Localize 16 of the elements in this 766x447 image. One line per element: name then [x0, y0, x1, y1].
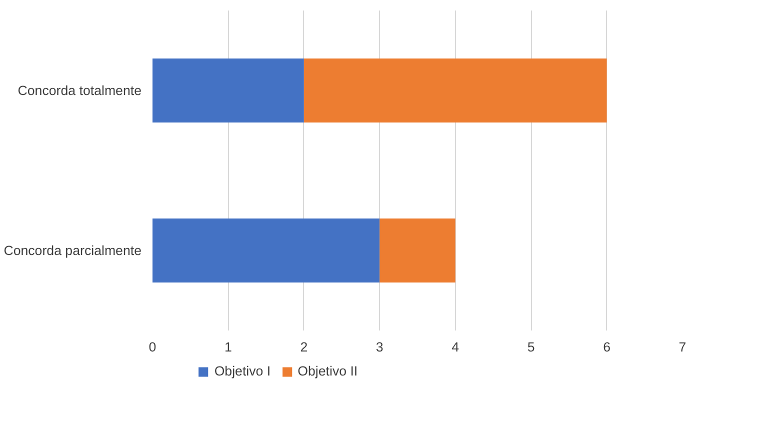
legend-label: Objetivo II: [298, 364, 358, 378]
x-tick-label: 2: [300, 340, 308, 354]
y-tick-label: Concorda totalmente: [18, 83, 142, 98]
legend-label: Objetivo I: [214, 364, 271, 378]
x-tick-label: 7: [678, 340, 686, 354]
x-tick-label: 3: [376, 340, 384, 354]
bar: [380, 218, 456, 282]
bar: [152, 218, 380, 282]
y-tick-label: Concorda parcialmente: [4, 243, 142, 258]
x-tick-label: 0: [148, 340, 156, 354]
x-tick-label: 4: [452, 340, 460, 354]
bar: [152, 58, 304, 122]
bar: [304, 58, 607, 122]
x-tick-label: 6: [603, 340, 610, 354]
x-tick-label: 1: [224, 340, 232, 354]
x-tick-label: 5: [527, 340, 535, 354]
